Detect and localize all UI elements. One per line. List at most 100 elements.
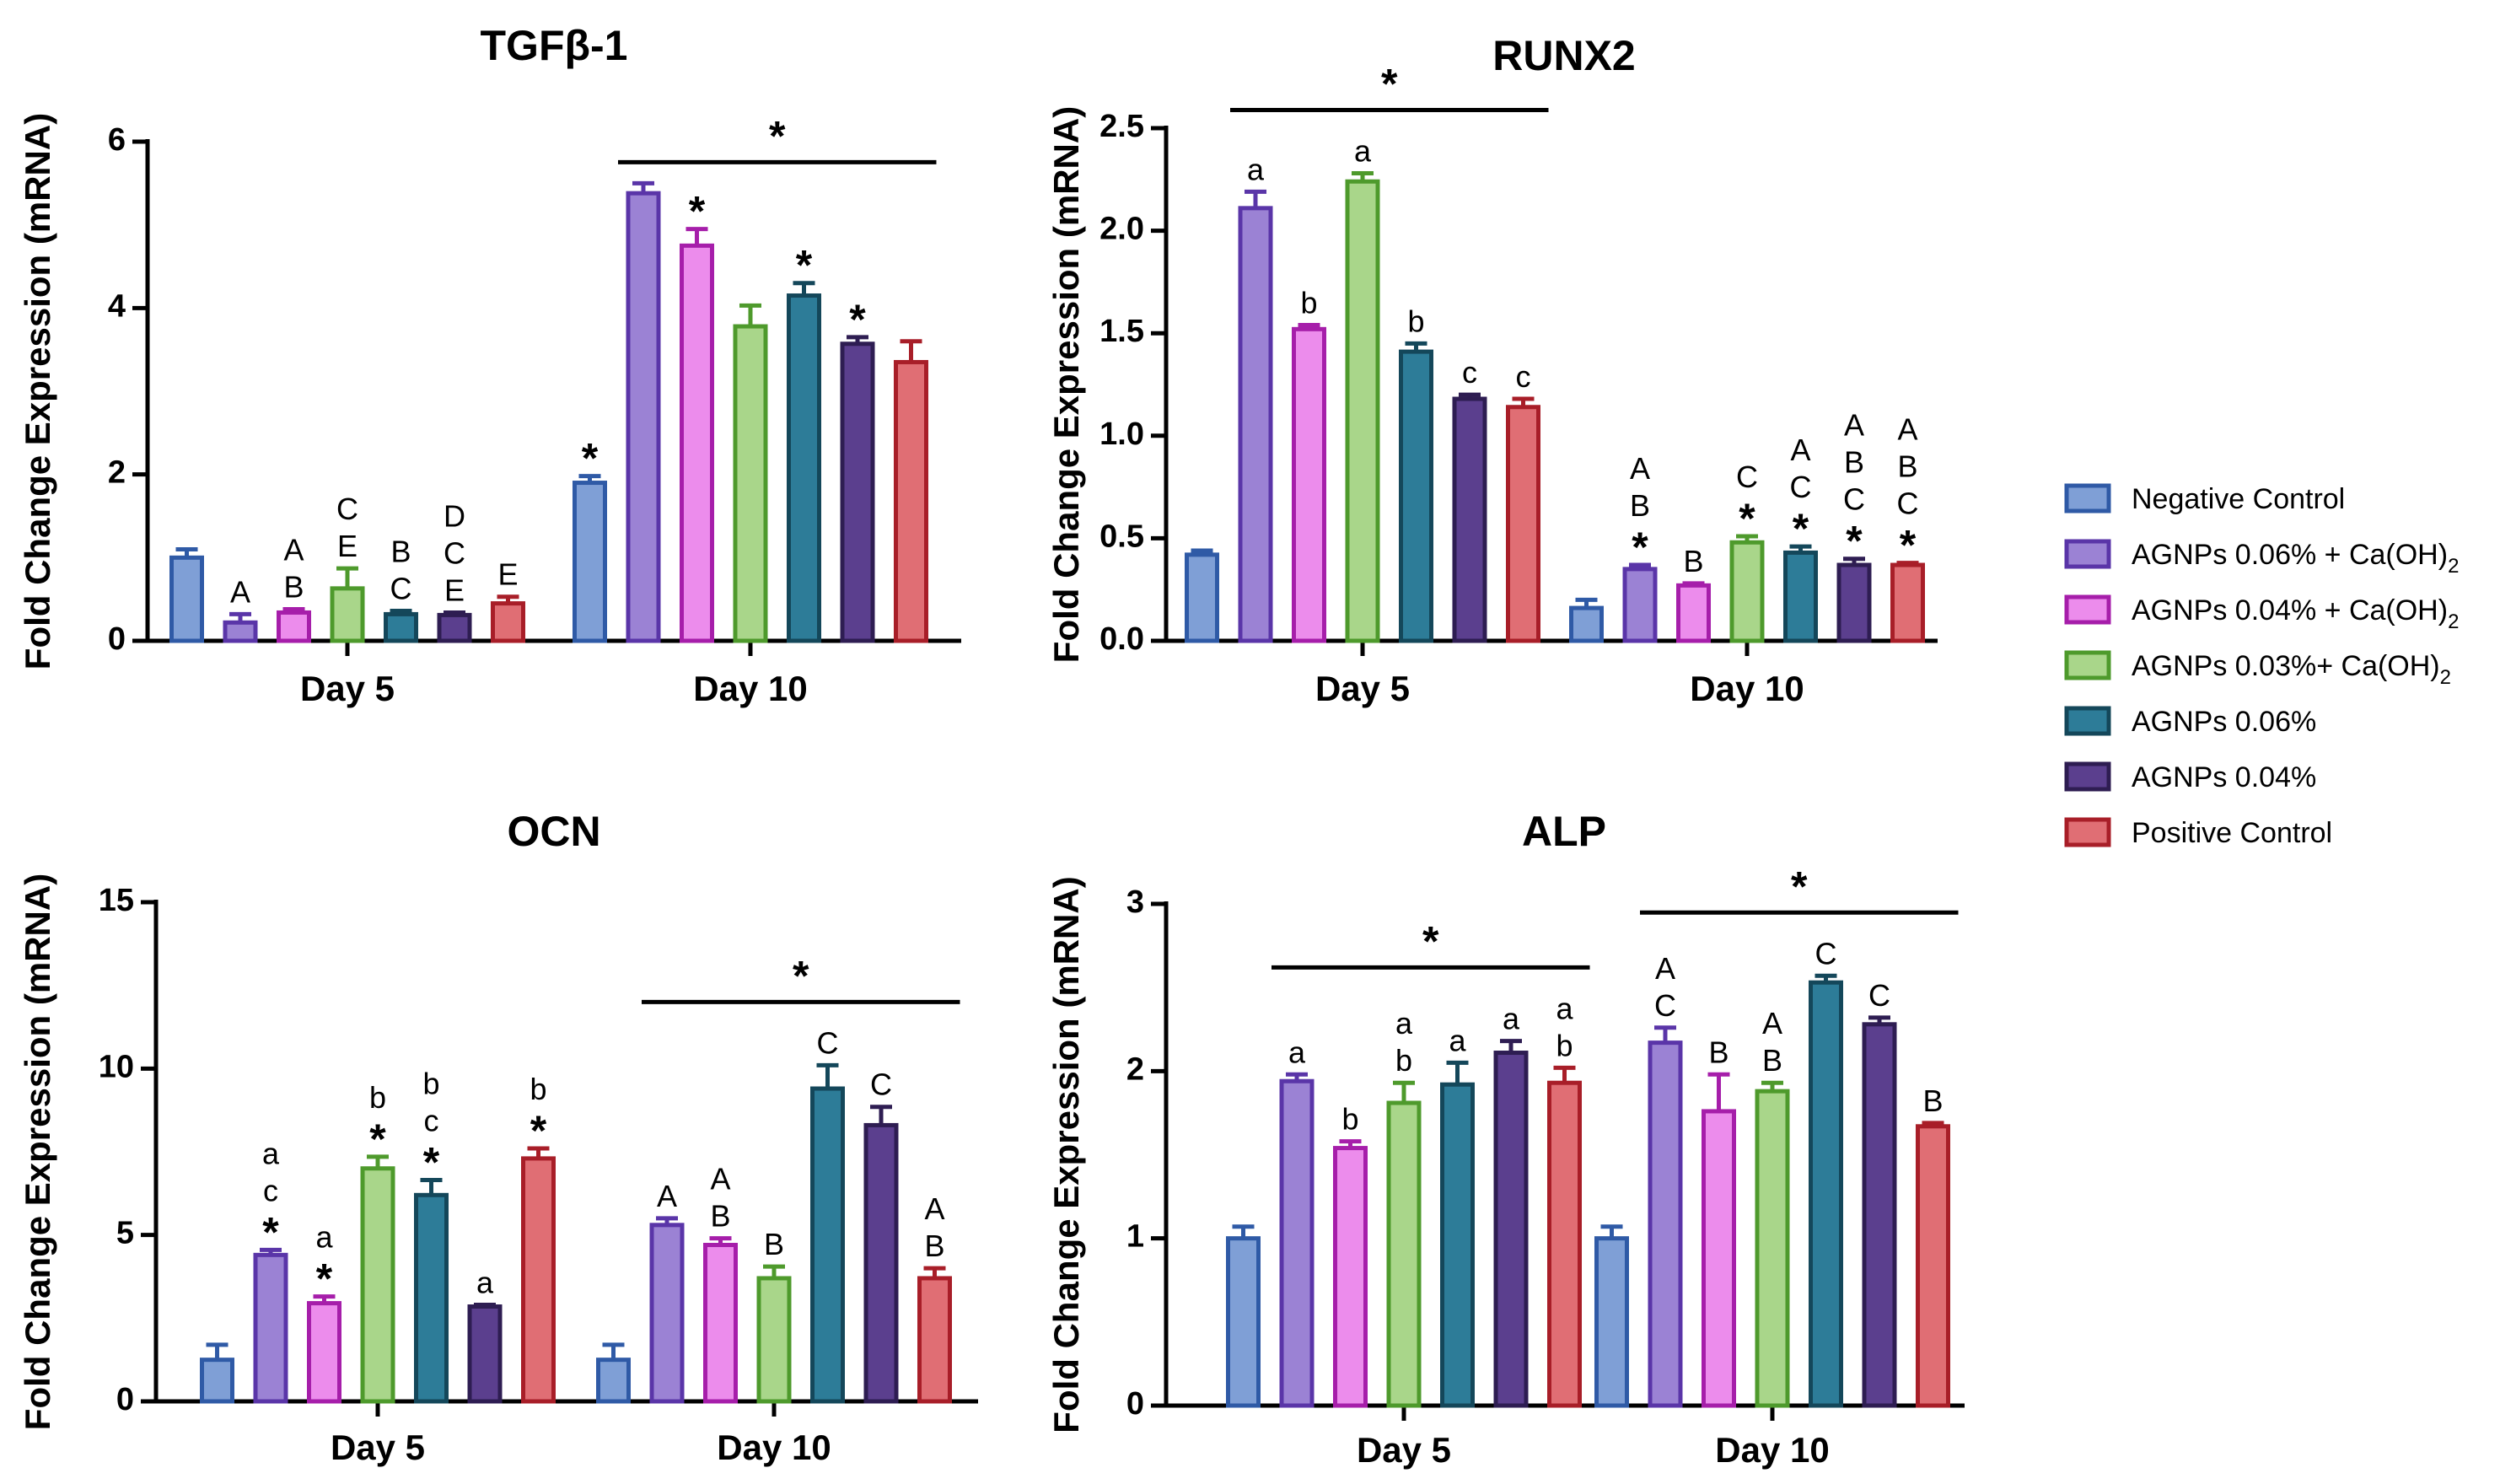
y-tick-label: 1 xyxy=(1126,1219,1144,1255)
legend-label-subscript: 2 xyxy=(2448,555,2459,578)
legend-label-text: AGNPs 0.04% xyxy=(2132,761,2316,793)
y-tick-label: 6 xyxy=(108,122,126,158)
bar-alp xyxy=(1493,1051,1529,1408)
bar-runx2 xyxy=(1622,567,1658,643)
group-letter: a xyxy=(262,1136,280,1170)
group-letter: c xyxy=(1462,355,1477,390)
y-tick-label: 2 xyxy=(108,455,126,491)
group-letter: C xyxy=(1790,470,1812,504)
bar-tgf-1 xyxy=(437,612,472,643)
bar-ocn xyxy=(414,1192,449,1404)
significance-star: * xyxy=(1793,505,1809,552)
y-tick-label: 2.5 xyxy=(1099,109,1144,144)
legend-label: AGNPs 0.03%+ Ca(OH)2 xyxy=(2132,650,2451,689)
bar-tgf-1 xyxy=(330,586,365,643)
bar-runx2 xyxy=(1783,550,1818,643)
group-letter: C xyxy=(1868,978,1890,1013)
group-letter: C xyxy=(870,1067,892,1102)
legend-swatch xyxy=(2064,817,2111,847)
group-letter: a xyxy=(1503,1002,1520,1036)
bar-runx2 xyxy=(1185,552,1219,643)
legend-label-text: Negative Control xyxy=(2132,483,2345,515)
bar-alp xyxy=(1386,1100,1422,1408)
group-letter: B xyxy=(390,534,411,568)
legend-label: AGNPs 0.04% + Ca(OH)2 xyxy=(2132,594,2459,633)
y-tick-label: 10 xyxy=(99,1049,134,1084)
bar-tgf-1 xyxy=(840,341,875,643)
legend-label-text: AGNPs 0.06% + Ca(OH) xyxy=(2132,539,2448,571)
bar-tgf-1 xyxy=(277,610,311,643)
legend-item-positive-control: Positive Control xyxy=(2064,817,2332,849)
legend-label: AGNPs 0.04% xyxy=(2132,761,2316,793)
group-letter: B xyxy=(1897,449,1917,484)
legend-label-text: AGNPs 0.04% + Ca(OH) xyxy=(2132,594,2448,626)
bar-runx2 xyxy=(1399,349,1433,643)
x-category-label: Day 5 xyxy=(1315,669,1410,708)
group-letter: B xyxy=(1922,1083,1943,1118)
bar-alp xyxy=(1547,1080,1582,1408)
bar-runx2 xyxy=(1238,206,1273,643)
bar-alp xyxy=(1226,1236,1261,1408)
bar-alp xyxy=(1594,1236,1629,1408)
group-letter: c xyxy=(263,1173,278,1207)
group-letter: A xyxy=(710,1162,730,1196)
bar-tgf-1 xyxy=(384,611,418,643)
chart-title: OCN xyxy=(507,808,600,855)
bar-alp xyxy=(1333,1146,1368,1408)
group-letter: A xyxy=(1630,451,1650,486)
bar-alp xyxy=(1755,1089,1790,1408)
group-letter: a xyxy=(315,1220,333,1255)
group-letter: a xyxy=(1247,152,1265,186)
legend-swatch xyxy=(2064,483,2111,513)
y-tick-label: 0.5 xyxy=(1099,519,1144,554)
chart-title: ALP xyxy=(1522,808,1606,855)
bar-ocn xyxy=(917,1276,952,1404)
group-letter: C xyxy=(1815,936,1837,971)
legend-item-agnps-0-06-: AGNPs 0.06% xyxy=(2064,706,2316,738)
legend-item-agnps-0-03-ca-oh-2: AGNPs 0.03%+ Ca(OH)2 xyxy=(2064,650,2451,689)
bar-alp xyxy=(1862,1022,1897,1408)
x-category-label: Day 10 xyxy=(1690,669,1804,708)
bar-alp xyxy=(1916,1124,1950,1408)
legend-swatch xyxy=(2064,706,2111,736)
group-letter: b xyxy=(369,1080,386,1115)
bar-ocn xyxy=(649,1223,685,1404)
significance-star: * xyxy=(849,296,866,343)
group-letter: E xyxy=(497,557,518,592)
group-letter: b xyxy=(530,1072,546,1106)
group-letter: B xyxy=(1683,544,1703,578)
y-tick-label: 0.0 xyxy=(1099,621,1144,657)
bracket-star: * xyxy=(769,112,786,159)
group-letter: C xyxy=(390,571,412,605)
bar-ocn xyxy=(596,1358,631,1404)
group-letter: C xyxy=(1897,487,1919,521)
group-letter: B xyxy=(1844,445,1864,480)
group-letter: b xyxy=(1300,285,1317,320)
y-tick-label: 3 xyxy=(1126,884,1144,920)
group-letter: B xyxy=(283,570,304,605)
group-letter: b xyxy=(1395,1043,1412,1078)
y-axis-label: Fold Change Expression (mRNA) xyxy=(1046,876,1086,1433)
group-letter: c xyxy=(1516,359,1531,394)
y-tick-label: 1.5 xyxy=(1099,314,1144,349)
bar-ocn xyxy=(863,1122,899,1404)
x-category-label: Day 5 xyxy=(300,669,395,708)
x-category-label: Day 10 xyxy=(1715,1430,1829,1470)
group-letter: c xyxy=(424,1104,439,1138)
bar-alp xyxy=(1648,1040,1683,1408)
legend-label: AGNPs 0.06% + Ca(OH)2 xyxy=(2132,539,2459,578)
bar-tgf-1 xyxy=(680,243,714,643)
significance-star: * xyxy=(689,188,706,235)
bar-runx2 xyxy=(1836,562,1872,643)
significance-star: * xyxy=(582,435,599,482)
group-letter: C xyxy=(817,1025,839,1060)
chart-panel-ocn: OCN Fold Change Expression (mRNA) 0 5 10 15 Da… xyxy=(18,808,978,1467)
group-letter: C xyxy=(1654,988,1676,1023)
significance-star: * xyxy=(530,1107,547,1154)
legend-item-negative-control: Negative Control xyxy=(2064,483,2345,515)
group-letter: B xyxy=(1630,488,1650,523)
y-tick-label: 1.0 xyxy=(1099,417,1144,452)
group-letter: C xyxy=(444,535,465,570)
bracket-star: * xyxy=(1422,917,1439,965)
